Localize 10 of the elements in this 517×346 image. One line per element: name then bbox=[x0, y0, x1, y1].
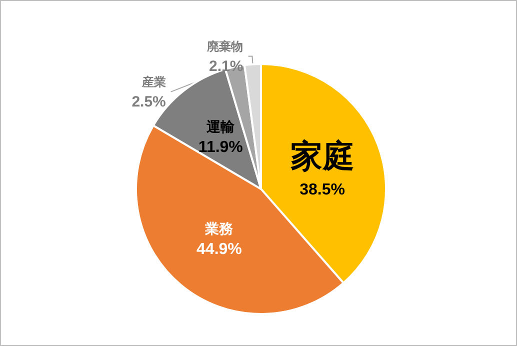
slice-label: 廃棄物 bbox=[206, 39, 244, 54]
data-label: 38.5% bbox=[300, 181, 345, 198]
slice-label: 家庭 bbox=[290, 136, 354, 175]
slice-label: 運輸 bbox=[206, 119, 236, 136]
data-label: 2.5% bbox=[132, 93, 166, 110]
slice-label: 業務 bbox=[204, 221, 234, 238]
data-label: 2.1% bbox=[209, 58, 244, 75]
slice-label: 産業 bbox=[140, 74, 166, 89]
data-label: 44.9% bbox=[196, 240, 242, 258]
data-label: 11.9% bbox=[198, 138, 243, 156]
